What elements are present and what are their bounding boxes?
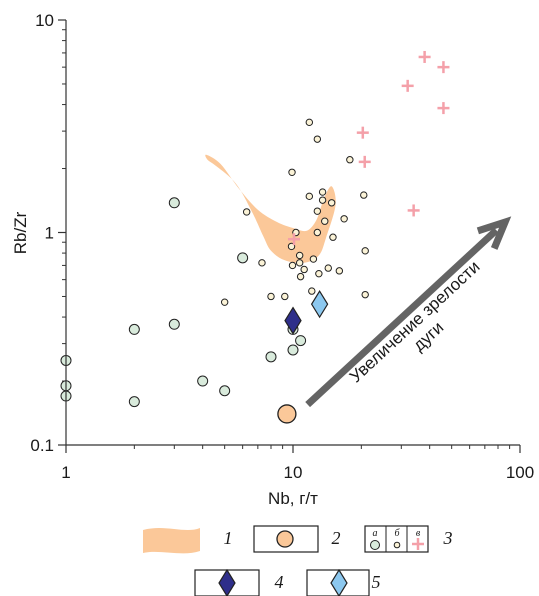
- point-group-a: [168, 318, 180, 330]
- point-group-b: [318, 196, 327, 204]
- point-group-b: [313, 135, 322, 143]
- point-item-2: [277, 404, 297, 424]
- y-tick-label: 1: [45, 224, 54, 243]
- y-tick-label: 10: [35, 11, 54, 30]
- point-group-b: [258, 259, 266, 267]
- point-group-a: [197, 375, 209, 387]
- legend-sub-label: а: [373, 528, 378, 539]
- point-group-b: [340, 215, 348, 223]
- point-group-a: [295, 335, 307, 347]
- point-group-v: [437, 61, 450, 74]
- legend-number: 1: [224, 528, 233, 548]
- trend-arrow-layer: Увеличение зрелостидуги: [305, 216, 512, 408]
- point-item-4: [284, 306, 302, 335]
- point-group-b: [309, 255, 318, 263]
- point-group-b: [361, 247, 369, 255]
- point-group-b: [327, 199, 336, 207]
- point-group-b: [305, 118, 314, 127]
- trend-arrow-head: [476, 216, 512, 250]
- point-group-b: [308, 287, 316, 295]
- point-group-b: [300, 265, 308, 274]
- point-group-b: [315, 269, 323, 278]
- point-group-b: [335, 267, 344, 275]
- point-group-b: [267, 292, 275, 301]
- point-group-b: [346, 156, 354, 164]
- point-group-v: [437, 102, 450, 115]
- point-group-a: [128, 323, 140, 335]
- point-group-b: [313, 228, 322, 237]
- legend-number: 4: [275, 572, 284, 592]
- legend-number: 3: [443, 528, 453, 548]
- field-1-area: [205, 154, 336, 264]
- legend-symbol-4: [218, 568, 236, 596]
- legend-symbol-group-v: [412, 538, 424, 550]
- legend-symbol-group-a: [370, 540, 380, 550]
- point-group-b: [360, 191, 368, 199]
- point-group-a: [219, 385, 231, 397]
- point-group-v: [401, 79, 414, 92]
- point-group-b: [288, 261, 297, 270]
- point-group-v: [407, 204, 420, 217]
- point-group-b: [296, 272, 305, 281]
- point-group-b: [288, 168, 296, 176]
- point-group-b: [321, 217, 329, 225]
- x-tick-label: 10: [284, 463, 303, 482]
- field-layer: [205, 154, 336, 264]
- point-group-b: [361, 290, 369, 299]
- trend-arrow-label: Увеличение зрелостидуги: [346, 257, 497, 401]
- point-group-b: [318, 188, 327, 196]
- point-group-a: [287, 344, 299, 356]
- legend-sub-label: в: [416, 528, 421, 539]
- point-group-b: [281, 292, 289, 301]
- legend-symbol-2: [276, 530, 294, 548]
- y-axis-title: Rb/Zr: [11, 211, 30, 254]
- point-group-v: [418, 50, 431, 63]
- point-group-v: [358, 155, 371, 168]
- legend-symbol-group-b: [393, 541, 401, 549]
- x-tick-label: 1: [61, 463, 70, 482]
- point-group-b: [295, 251, 304, 260]
- x-axis-title: Nb, г/т: [268, 489, 318, 508]
- legend-layer: а б в 1 2 3 4 5: [143, 525, 453, 596]
- point-group-b: [242, 208, 251, 216]
- trend-arrow-label-line: Увеличение зрелости: [346, 257, 484, 386]
- point-group-a: [237, 252, 249, 264]
- point-group-b: [305, 192, 314, 201]
- y-tick-label: 0.1: [30, 436, 54, 455]
- points-layer: [60, 50, 450, 424]
- x-tick-label: 100: [506, 463, 534, 482]
- legend-sub-label: б: [394, 528, 400, 539]
- point-group-b: [329, 233, 337, 241]
- point-group-b: [295, 259, 304, 267]
- point-group-b: [220, 298, 229, 306]
- point-group-a: [168, 197, 180, 209]
- trend-arrow-shaft: [305, 227, 499, 408]
- point-group-a: [265, 351, 277, 363]
- point-group-b: [313, 207, 322, 215]
- point-group-v: [287, 233, 300, 246]
- legend-number: 5: [372, 572, 381, 592]
- legend-swatch-field: [143, 528, 200, 554]
- legend-number: 2: [332, 528, 341, 548]
- axes-layer: 1 10 100 0.1 1 10 Nb, г/т Rb/Zr: [11, 11, 534, 508]
- point-group-a: [128, 396, 140, 408]
- point-group-b: [324, 264, 332, 272]
- point-item-5: [310, 290, 329, 319]
- point-group-v: [356, 126, 369, 139]
- legend-symbol-5: [330, 568, 348, 596]
